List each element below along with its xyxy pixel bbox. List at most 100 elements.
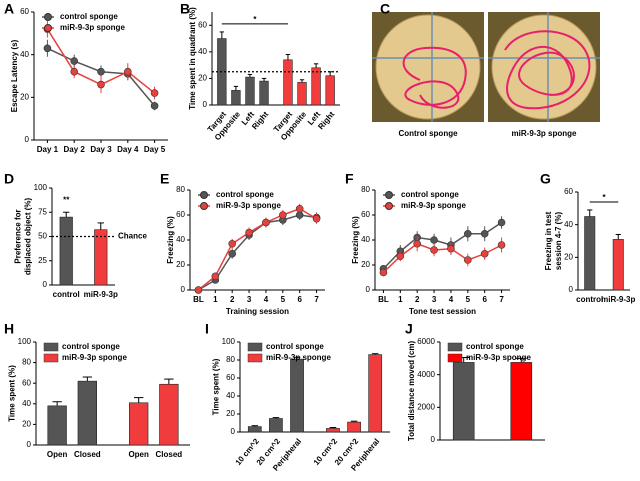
- y-tick-label: 20: [20, 92, 29, 101]
- legend-label: control sponge: [62, 342, 120, 351]
- x-tick-label: BL: [193, 295, 204, 304]
- data-point: [124, 67, 132, 76]
- data-point: [228, 249, 236, 258]
- bar: [612, 239, 624, 291]
- legend-swatch: [200, 191, 208, 199]
- y-tick-label: 20: [22, 420, 31, 429]
- legend-swatch: [247, 342, 263, 352]
- panel-letter: J: [405, 321, 413, 337]
- data-point: [43, 44, 52, 53]
- legend-swatch: [447, 342, 463, 352]
- x-tick-label: Right: [316, 110, 336, 132]
- data-point: [430, 236, 438, 244]
- bar: [584, 216, 596, 291]
- x-tick-label: BL: [378, 295, 389, 304]
- legend-label: miR-9-3p sponge: [266, 353, 331, 362]
- x-tick-label: Open: [128, 450, 149, 459]
- series-line: [382, 221, 502, 270]
- y-tick-label: 0: [181, 285, 186, 294]
- x-tick-label: 4: [449, 295, 454, 304]
- y-tick-label: 40: [176, 235, 185, 244]
- y-axis-label: Freezing (%): [166, 216, 175, 264]
- y-tick-label: 100: [34, 183, 48, 192]
- bar: [326, 428, 340, 433]
- x-tick-label: 2: [230, 295, 235, 304]
- x-tick-label: Day 1: [37, 145, 59, 154]
- legend-swatch: [43, 342, 59, 352]
- panel-letter: C: [380, 1, 390, 17]
- y-tick-label: 80: [176, 185, 185, 194]
- bar: [290, 358, 304, 433]
- x-tick-label: Closed: [74, 450, 101, 459]
- legend-swatch: [44, 13, 52, 21]
- y-tick-label: 40: [361, 235, 370, 244]
- panel-letter: I: [205, 321, 209, 337]
- y-tick-label: 0: [43, 280, 48, 289]
- legend-label: control sponge: [216, 190, 274, 199]
- y-tick-label: 60: [176, 210, 185, 219]
- bar: [452, 362, 475, 441]
- data-point: [464, 256, 472, 264]
- legend-swatch: [447, 353, 463, 363]
- panel-2: C Control sponge miR-9-3p sponge: [380, 1, 577, 138]
- bar: [159, 383, 179, 446]
- bar: [77, 380, 97, 446]
- data-point: [312, 214, 321, 223]
- legend-swatch: [200, 202, 208, 210]
- data-point: [262, 218, 270, 227]
- y-tick-label: 20: [176, 260, 185, 269]
- y-tick-label: 20: [226, 409, 235, 418]
- y-tick-label: 100: [222, 337, 236, 346]
- data-point: [430, 246, 438, 254]
- y-tick-label: 50: [38, 232, 47, 241]
- x-tick-label: 2: [415, 295, 420, 304]
- significance-label: *: [253, 15, 257, 24]
- panel-letter: D: [4, 171, 14, 187]
- panel-4: E 0 20 40 60 80 Freezing (%) Training session BL…: [160, 171, 325, 316]
- y-tick-label: 40: [198, 47, 207, 56]
- y-axis-label: session 4-7 (%): [554, 212, 563, 271]
- data-point: [279, 211, 287, 219]
- y-tick-label: 40: [564, 220, 573, 229]
- y-tick-label: 20: [564, 252, 573, 261]
- y-axis-label: Time spent in quadrant (%): [188, 7, 197, 110]
- bar: [94, 229, 108, 286]
- y-tick-label: 0: [366, 285, 371, 294]
- x-tick-label: control: [53, 290, 80, 299]
- legend-label: control sponge: [466, 342, 524, 351]
- image-caption: Control sponge: [398, 129, 458, 138]
- legend-label: control sponge: [401, 190, 459, 199]
- swim-path: [504, 30, 591, 110]
- bar: [47, 405, 67, 446]
- y-tick-label: 0: [569, 285, 574, 294]
- panel-7: H 0 20 40 60 80 100 Time spent (%) Open Closed Ope…: [4, 321, 190, 459]
- legend-swatch: [385, 191, 393, 199]
- data-point: [194, 286, 203, 294]
- bar: [259, 80, 269, 106]
- swim-path: [402, 46, 467, 109]
- x-tick-label: miR-9-3p: [601, 295, 635, 304]
- bar: [297, 82, 307, 106]
- data-point: [295, 204, 304, 213]
- legend-swatch: [43, 353, 59, 363]
- x-tick-label: 3: [432, 295, 437, 304]
- y-axis-label: Preference for: [14, 209, 23, 263]
- x-tick-label: control: [576, 295, 603, 304]
- data-point: [70, 57, 78, 65]
- arena: [375, 14, 481, 120]
- data-point: [497, 241, 506, 249]
- panel-letter: H: [4, 321, 14, 337]
- y-tick-label: 60: [226, 373, 235, 382]
- x-tick-label: Day 3: [90, 145, 112, 154]
- x-tick-label: 4: [264, 295, 269, 304]
- y-tick-label: 0: [231, 427, 236, 436]
- panel-letter: B: [180, 1, 190, 17]
- y-tick-label: 40: [22, 399, 31, 408]
- y-tick-label: 0: [25, 135, 30, 144]
- reference-label: Chance: [118, 232, 147, 241]
- data-point: [497, 218, 506, 227]
- y-tick-label: 6000: [417, 337, 435, 346]
- data-point: [379, 268, 388, 277]
